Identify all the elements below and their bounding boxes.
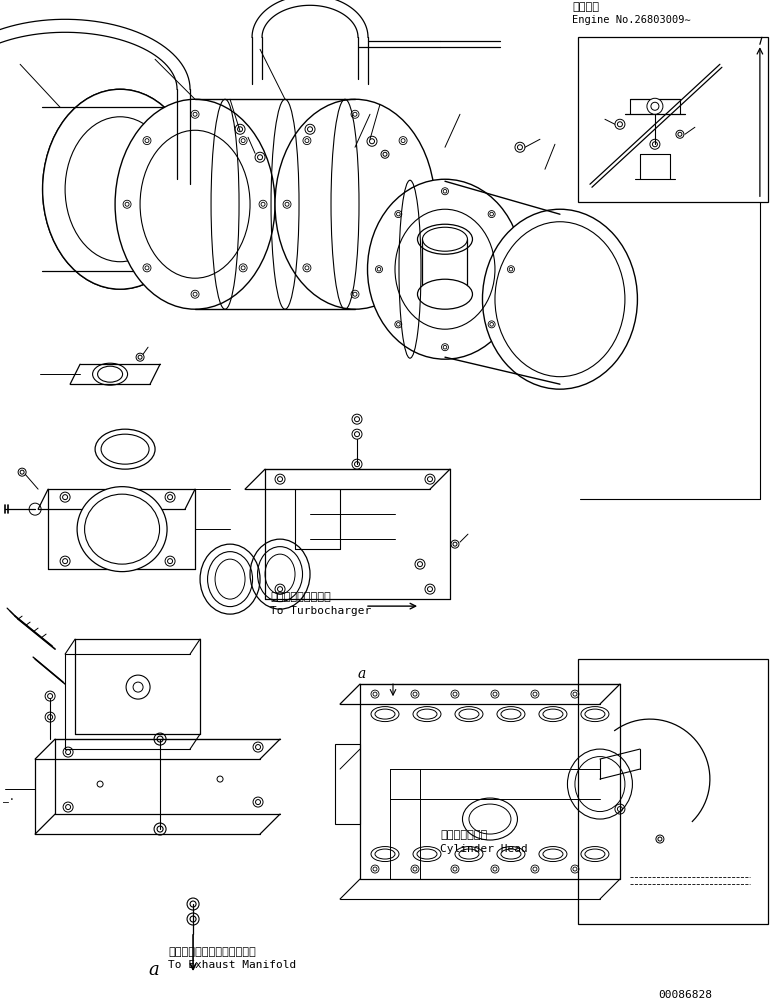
Text: シリンダヘッド: シリンダヘッド: [440, 830, 487, 840]
Text: エキゾーストマニホールドヘ: エキゾーストマニホールドヘ: [168, 946, 256, 956]
Text: 00086828: 00086828: [658, 989, 712, 999]
Bar: [335, 744, 360, 825]
Ellipse shape: [42, 90, 198, 290]
Ellipse shape: [77, 487, 167, 572]
Bar: [578, 659, 768, 924]
Text: ターボチャージャヘ: ターボチャージャヘ: [270, 591, 330, 601]
Text: Cylinder Head: Cylinder Head: [440, 844, 528, 853]
Text: Engine No.26803009∼: Engine No.26803009∼: [572, 15, 691, 25]
Text: _.: _.: [3, 793, 15, 803]
Text: a: a: [148, 960, 159, 978]
Ellipse shape: [418, 280, 472, 310]
Ellipse shape: [482, 210, 638, 390]
Text: To Turbocharger: To Turbocharger: [270, 605, 371, 615]
Text: a: a: [358, 666, 366, 680]
Text: To Exhaust Manifold: To Exhaust Manifold: [168, 959, 296, 969]
Text: 適用号機: 適用号機: [572, 2, 599, 12]
Ellipse shape: [115, 100, 275, 310]
Ellipse shape: [367, 180, 523, 360]
Ellipse shape: [275, 100, 435, 310]
Circle shape: [647, 99, 663, 115]
Bar: [578, 38, 768, 203]
